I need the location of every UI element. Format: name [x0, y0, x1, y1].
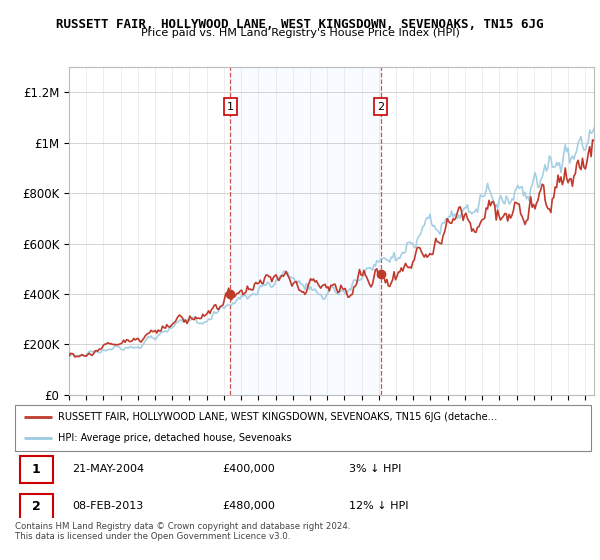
Text: RUSSETT FAIR, HOLLYWOOD LANE, WEST KINGSDOWN, SEVENOAKS, TN15 6JG (detache…: RUSSETT FAIR, HOLLYWOOD LANE, WEST KINGS… — [58, 412, 497, 422]
Text: RUSSETT FAIR, HOLLYWOOD LANE, WEST KINGSDOWN, SEVENOAKS, TN15 6JG: RUSSETT FAIR, HOLLYWOOD LANE, WEST KINGS… — [56, 18, 544, 31]
Bar — [230, 67, 380, 395]
FancyBboxPatch shape — [20, 493, 53, 521]
Text: 2: 2 — [377, 101, 384, 111]
Text: 3% ↓ HPI: 3% ↓ HPI — [349, 464, 401, 474]
Text: Contains HM Land Registry data © Crown copyright and database right 2024.
This d: Contains HM Land Registry data © Crown c… — [15, 522, 350, 542]
Text: £400,000: £400,000 — [223, 464, 275, 474]
Text: 21-MAY-2004: 21-MAY-2004 — [73, 464, 145, 474]
Text: 12% ↓ HPI: 12% ↓ HPI — [349, 501, 409, 511]
Text: 08-FEB-2013: 08-FEB-2013 — [73, 501, 144, 511]
FancyBboxPatch shape — [15, 405, 591, 451]
Text: HPI: Average price, detached house, Sevenoaks: HPI: Average price, detached house, Seve… — [58, 433, 292, 444]
Text: £480,000: £480,000 — [223, 501, 275, 511]
Text: 2: 2 — [32, 500, 41, 513]
Text: 1: 1 — [32, 463, 41, 475]
Text: 1: 1 — [227, 101, 234, 111]
Text: Price paid vs. HM Land Registry's House Price Index (HPI): Price paid vs. HM Land Registry's House … — [140, 28, 460, 38]
FancyBboxPatch shape — [20, 456, 53, 483]
